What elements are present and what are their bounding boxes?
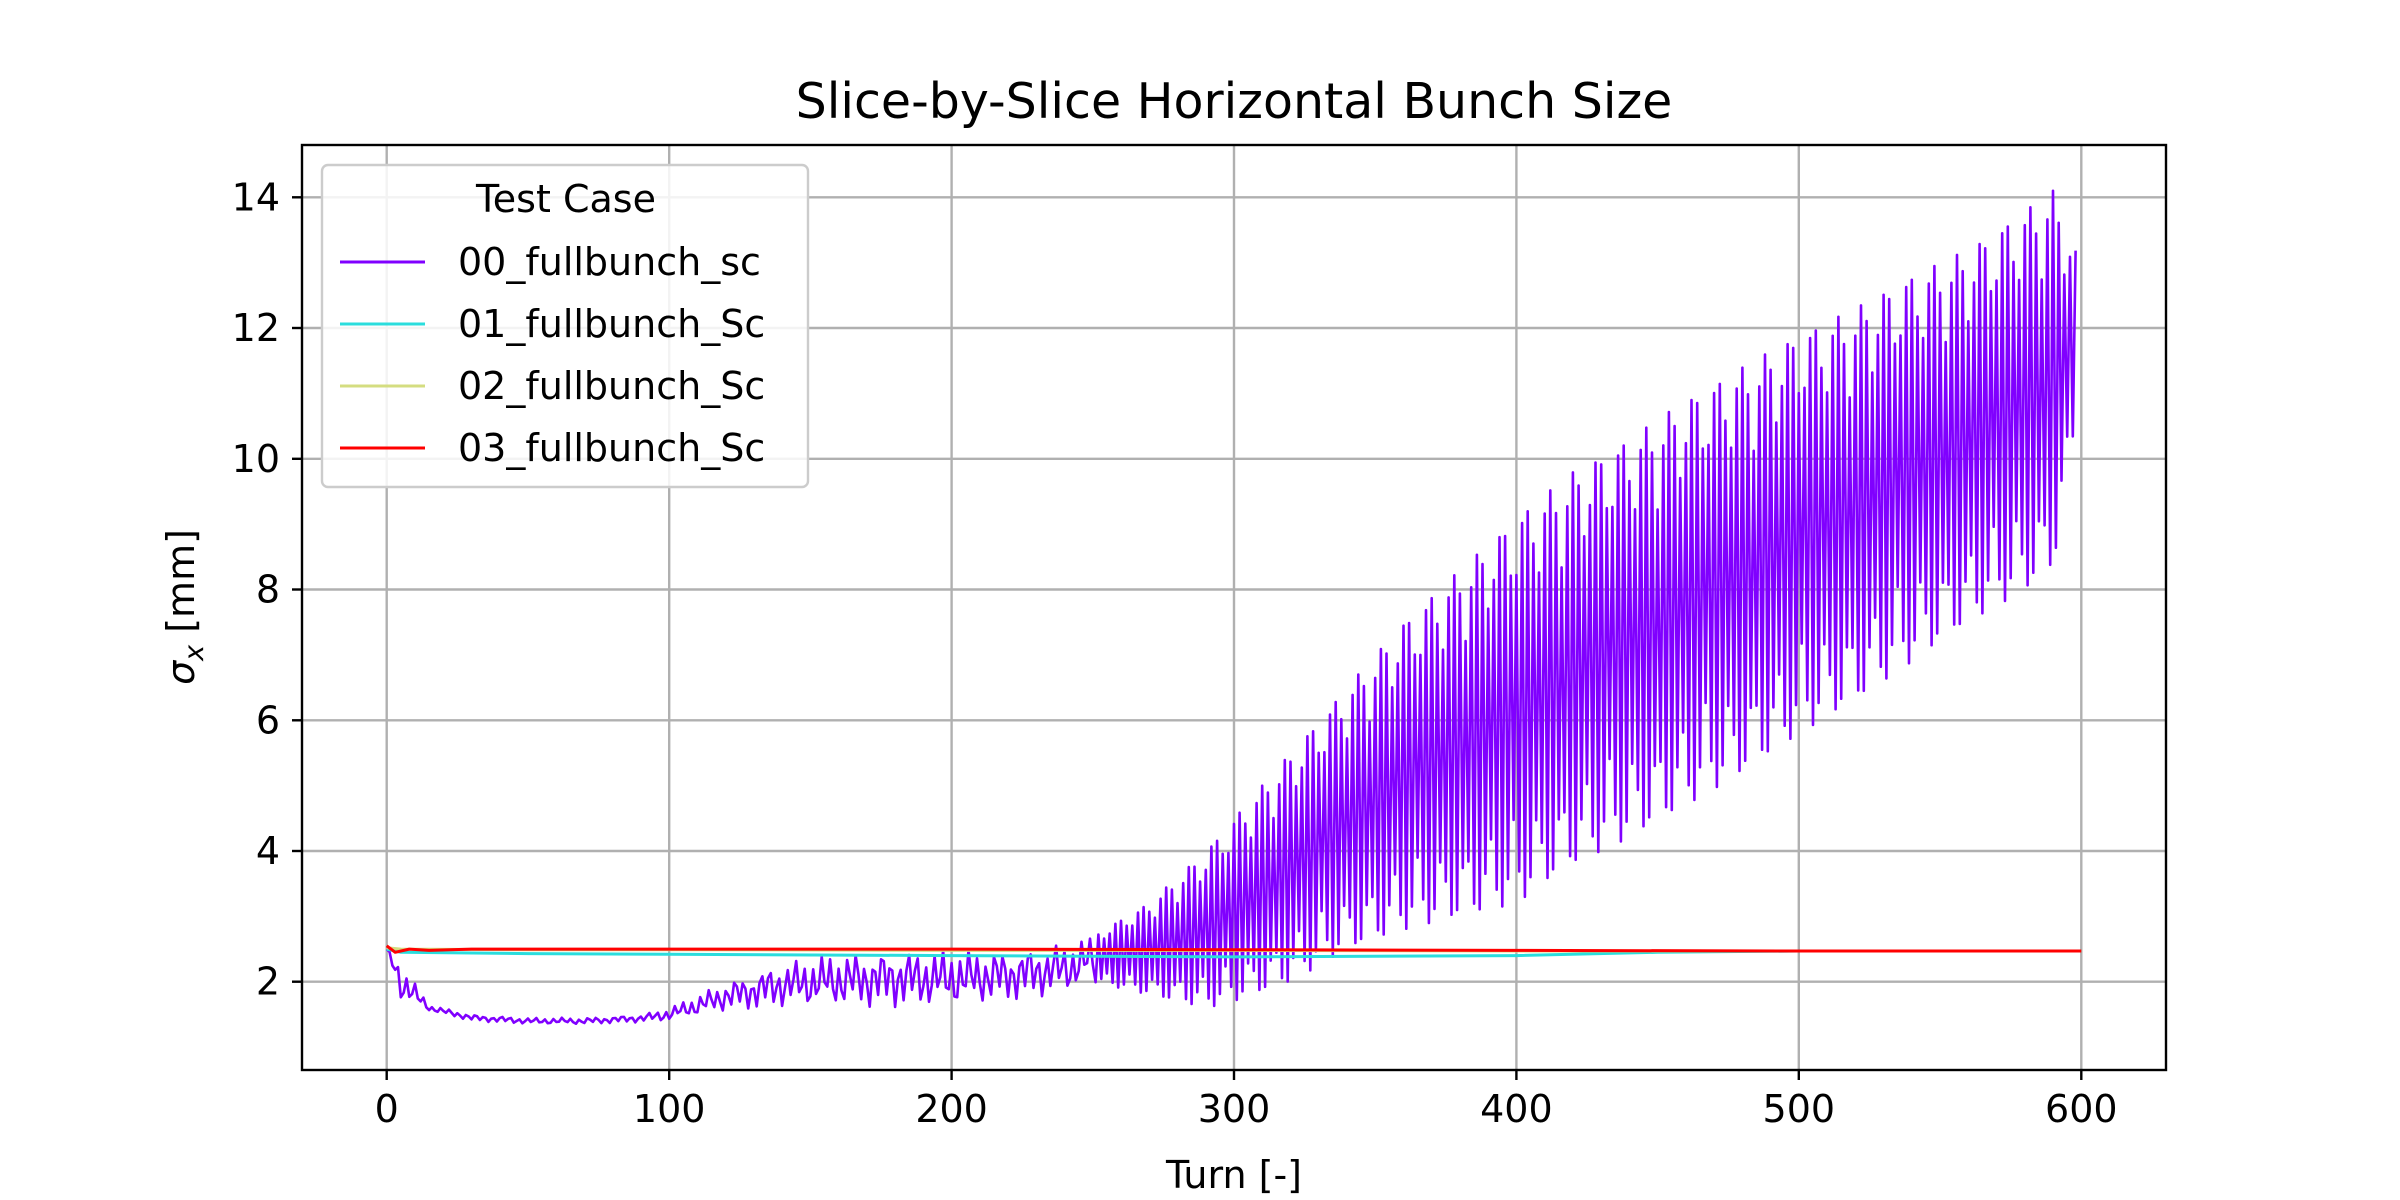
x-tick-label: 100 bbox=[633, 1087, 706, 1131]
legend-frame bbox=[320, 163, 810, 489]
series-group bbox=[385, 189, 2082, 1026]
grid bbox=[302, 145, 2166, 1070]
y-axis-label-symbol: σ bbox=[159, 659, 203, 685]
y-tick-label: 14 bbox=[232, 175, 280, 219]
legend-title: Test Case bbox=[475, 177, 656, 221]
chart-title: Slice-by-Slice Horizontal Bunch Size bbox=[796, 73, 1673, 130]
y-tick-label: 2 bbox=[256, 960, 280, 1004]
x-tick-label: 200 bbox=[915, 1087, 988, 1131]
legend: Test Case 00_fullbunch_sc 01_fullbunch_Sc… bbox=[320, 163, 810, 489]
axis-ticks: 0 100 200 300 400 500 600 2 4 6 8 10 12 14 bbox=[232, 175, 2118, 1131]
y-axis-label-subscript: x bbox=[179, 644, 210, 662]
y-tick-label: 8 bbox=[256, 568, 280, 612]
legend-entry-label: 02_fullbunch_Sc bbox=[458, 364, 765, 408]
y-axis-label-unit: [mm] bbox=[159, 529, 203, 645]
y-tick-label: 10 bbox=[232, 437, 280, 481]
x-tick-label: 0 bbox=[375, 1087, 399, 1131]
series-line-03_fullbunch_Sc bbox=[385, 944, 2082, 954]
legend-entry-label: 01_fullbunch_Sc bbox=[458, 302, 765, 346]
y-tick-label: 6 bbox=[256, 698, 280, 742]
x-tick-label: 300 bbox=[1198, 1087, 1271, 1131]
x-tick-label: 500 bbox=[1763, 1087, 1836, 1131]
y-axis-label: σx [mm] bbox=[159, 529, 210, 685]
legend-entry-label: 00_fullbunch_sc bbox=[458, 240, 761, 284]
x-tick-label: 400 bbox=[1480, 1087, 1553, 1131]
x-axis-label: Turn [-] bbox=[1165, 1153, 1302, 1197]
series-line-00_fullbunch_sc bbox=[385, 189, 2077, 1026]
legend-entry-label: 03_fullbunch_Sc bbox=[458, 426, 765, 470]
y-tick-label: 12 bbox=[232, 306, 280, 350]
y-tick-label: 4 bbox=[256, 829, 280, 873]
x-tick-label: 600 bbox=[2045, 1087, 2118, 1131]
